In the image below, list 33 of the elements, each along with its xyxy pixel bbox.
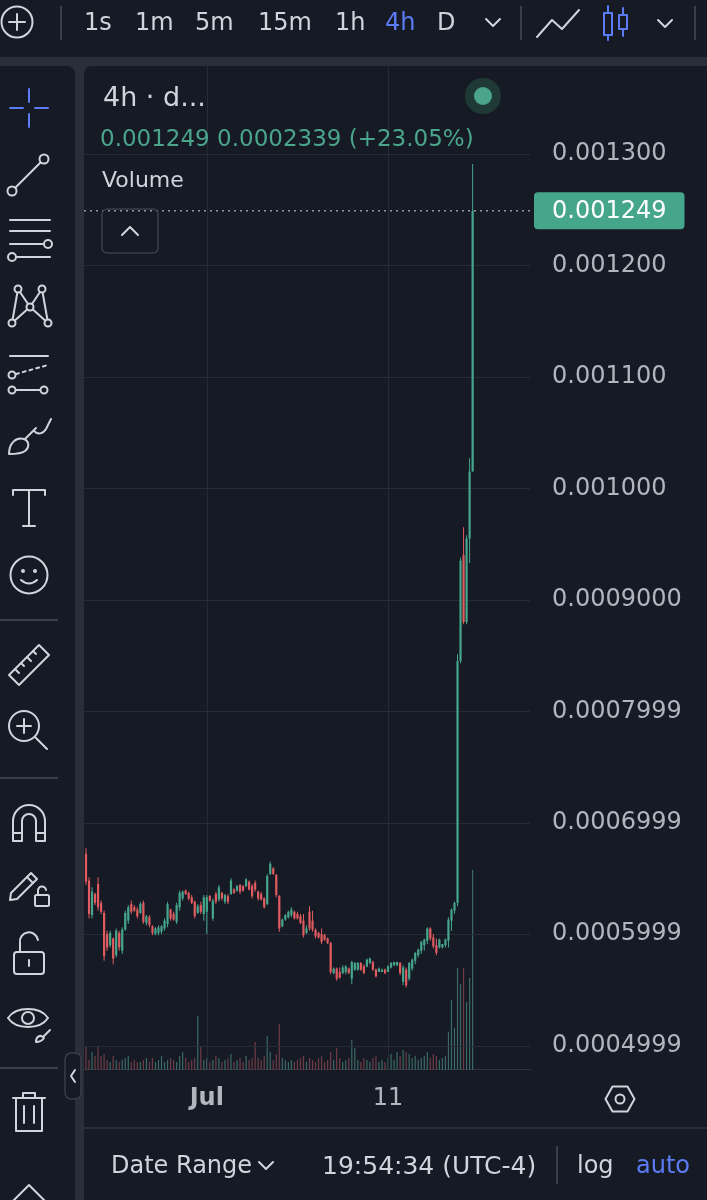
text: D <box>437 8 456 36</box>
candlestick <box>157 925 160 936</box>
chart-title: Volume <box>102 167 184 192</box>
text: 4h <box>385 8 416 36</box>
candlestick <box>166 901 169 928</box>
text: 1m <box>135 8 174 36</box>
x-tick-label: Jul <box>187 1083 224 1112</box>
text: 1s <box>84 8 112 36</box>
candlestick <box>320 928 323 945</box>
y-tick-label: 0.0005999 <box>552 918 682 947</box>
x-tick-label: 11 <box>372 1083 404 1112</box>
text: log <box>577 1151 614 1179</box>
y-tick-label: 0.001100 <box>552 361 667 390</box>
y-tick-label: 0.0007999 <box>552 695 682 724</box>
text: 0.001249 0.0002339 (+23.05%) <box>100 124 474 151</box>
text: 15m <box>258 8 312 36</box>
text: 19:54:34 (UTC-4) <box>322 1150 537 1180</box>
text: 5m <box>195 8 234 36</box>
text: 1h <box>335 8 366 36</box>
candlestick <box>154 927 157 936</box>
y-tick-label: 0.0004999 <box>552 1029 682 1058</box>
candlestick <box>172 911 175 921</box>
candlestick <box>462 527 465 625</box>
y-tick-label: 0.0006999 <box>552 806 682 835</box>
ref-line-label: 0.001249 <box>552 196 667 225</box>
y-tick-label: 0.001000 <box>552 472 667 501</box>
y-tick-label: 0.001200 <box>552 249 667 278</box>
candlestick <box>305 925 308 935</box>
y-tick-label: 0.001300 <box>552 138 667 167</box>
text: auto <box>636 1151 691 1179</box>
text: Date Range <box>111 1151 253 1179</box>
y-tick-label: 0.0009000 <box>552 583 682 612</box>
text: 4h · d... <box>103 80 206 112</box>
